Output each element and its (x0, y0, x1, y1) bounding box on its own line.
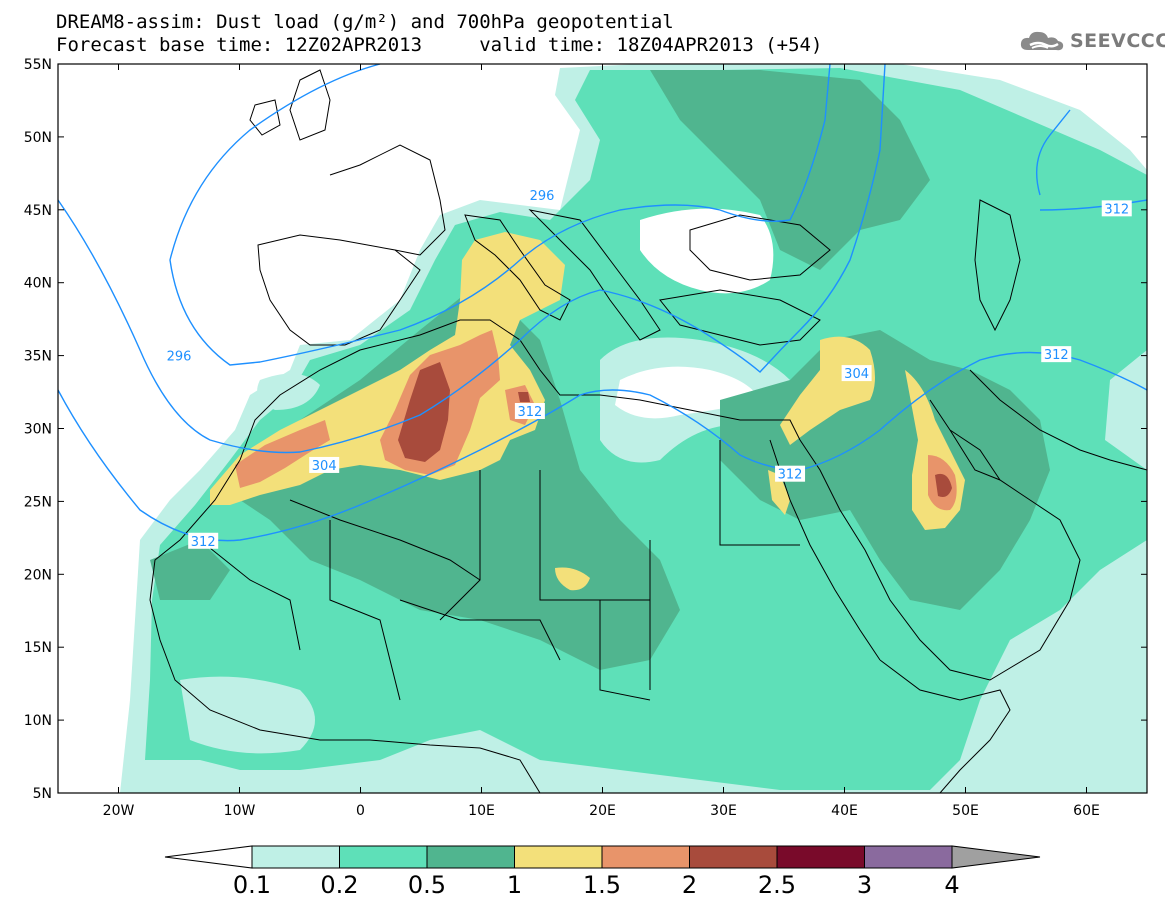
colorbar-label: 0.5 (408, 871, 446, 899)
lat-label: 30N (24, 422, 52, 438)
contour-label: 312 (778, 468, 803, 483)
contour-296 (169, 64, 831, 366)
lat-label: 35N (24, 349, 52, 365)
colorbar-label: 0.2 (320, 871, 358, 899)
geopotential-contours (58, 64, 1147, 542)
lon-label: 0 (356, 803, 365, 819)
lat-label: 50N (24, 130, 52, 146)
lat-label: 55N (24, 57, 52, 73)
lon-label: 10W (224, 803, 256, 819)
contour-label: 312 (1044, 348, 1069, 363)
lat-label: 20N (24, 567, 52, 583)
lon-label: 60E (1073, 803, 1100, 819)
colorbar: 0.1 0.2 0.5 1 1.5 2 2.5 3 4 (164, 845, 1041, 899)
contour-304 (58, 64, 886, 454)
contour-312b (1039, 199, 1147, 211)
colorbar-label: 2.5 (758, 871, 796, 899)
colorbar-label: 1.5 (583, 871, 621, 899)
lat-label: 25N (24, 494, 52, 510)
dust-level-05 (650, 70, 930, 270)
longitude-axis: 20W 10W 0 10E 20E 30E 40E 50E 60E (103, 64, 1100, 819)
colorbar-segment (689, 845, 778, 869)
contour-label-box (514, 403, 545, 420)
dust-level-15 (235, 420, 330, 488)
contour-label: 312 (191, 535, 216, 550)
colorbar-label: 4 (944, 871, 959, 899)
lon-label: 20W (103, 803, 135, 819)
cloud-logo-icon (1020, 31, 1064, 51)
lat-label: 5N (33, 786, 52, 802)
contour-label: 296 (530, 189, 555, 204)
contour-label-box (527, 187, 557, 204)
colorbar-segment (776, 845, 865, 869)
contour-label-box (309, 456, 340, 473)
map-title: DREAM8-assim: Dust load (g/m²) and 700hP… (56, 11, 674, 33)
lat-label: 40N (24, 276, 52, 292)
contour-label-box (164, 347, 194, 364)
lon-label: 30E (710, 803, 737, 819)
lon-label: 20E (589, 803, 616, 819)
coastlines-borders (149, 69, 1147, 793)
contour-label-box (841, 365, 872, 382)
lon-label: 40E (831, 803, 858, 819)
colorbar-label: 0.1 (233, 871, 271, 899)
lat-label: 15N (24, 640, 52, 656)
dust-field (58, 64, 1147, 793)
colorbar-low-arrow (164, 845, 253, 869)
colorbar-segment (601, 845, 690, 869)
lon-label: 50E (952, 803, 979, 819)
seevccc-logo: SEEVCCC (1018, 26, 1165, 56)
colorbar-segment (339, 845, 428, 869)
colorbar-segment (514, 845, 603, 869)
contour-label: 312 (517, 405, 542, 420)
logo-text: SEEVCCC (1070, 30, 1165, 52)
lon-label: 10E (468, 803, 495, 819)
colorbar-segment (864, 845, 953, 869)
colorbar-label: 2 (682, 871, 697, 899)
map-subtitle: Forecast base time: 12Z02APR2013 valid t… (56, 34, 823, 56)
contour-label: 312 (1104, 202, 1129, 217)
contour-label-box (188, 532, 219, 549)
colorbar-segment (426, 845, 515, 869)
colorbar-label: 1 (507, 871, 522, 899)
contour-label-box (775, 465, 806, 482)
contour-296b (1035, 109, 1071, 196)
lat-label: 10N (24, 713, 52, 729)
lat-label: 45N (24, 203, 52, 219)
contour-label-box (1101, 200, 1132, 217)
contour-label: 296 (167, 350, 192, 365)
contour-label: 304 (312, 459, 337, 474)
colorbar-high-arrow (951, 845, 1041, 869)
contour-312 (58, 351, 1147, 542)
colorbar-segment (251, 845, 340, 869)
contour-label: 304 (844, 367, 869, 382)
latitude-axis: 55N 50N 45N 40N 35N 30N 25N 20N 15N 10N 5N (24, 57, 1147, 802)
colorbar-label: 3 (857, 871, 872, 899)
contour-labels: 296 296 304 304 312 312 312 312 312 (164, 187, 1132, 550)
contour-label-box (1041, 346, 1072, 363)
